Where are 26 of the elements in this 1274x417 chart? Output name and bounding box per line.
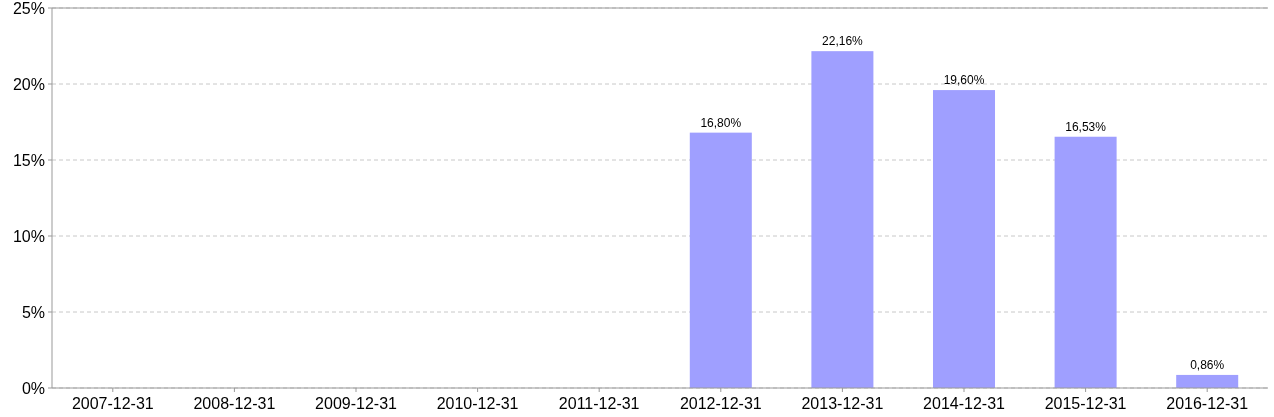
bar (689, 132, 752, 388)
x-tick-label: 2011-12-31 (558, 395, 640, 412)
x-tick-label: 2008-12-31 (193, 395, 276, 412)
data-label: 19,60% (943, 73, 985, 88)
y-tick-label: 25% (12, 0, 45, 17)
bar (1054, 136, 1117, 388)
x-tick-label: 2013-12-31 (801, 395, 884, 412)
data-label: 16,53% (1065, 119, 1107, 134)
x-tick-label: 2012-12-31 (679, 395, 762, 412)
x-tick-label: 2014-12-31 (923, 395, 1006, 412)
bar (1176, 374, 1239, 388)
x-tick-label: 2009-12-31 (315, 395, 398, 412)
y-tick-label: 10% (12, 227, 45, 245)
x-tick-label: 2010-12-31 (436, 395, 519, 412)
y-tick-label: 5% (21, 303, 45, 321)
bar (811, 51, 874, 388)
x-tick-label: 2015-12-31 (1044, 395, 1127, 412)
x-tick-label: 2007-12-31 (71, 395, 154, 412)
y-tick-label: 15% (12, 151, 45, 169)
bar (932, 90, 996, 388)
y-tick-label: 20% (12, 75, 45, 93)
data-label: 16,80% (700, 115, 742, 130)
data-label: 22,16% (822, 34, 864, 49)
y-tick-label: 0% (21, 379, 45, 397)
data-label: 0,86% (1190, 357, 1225, 372)
x-tick-label: 2016-12-31 (1166, 395, 1249, 412)
